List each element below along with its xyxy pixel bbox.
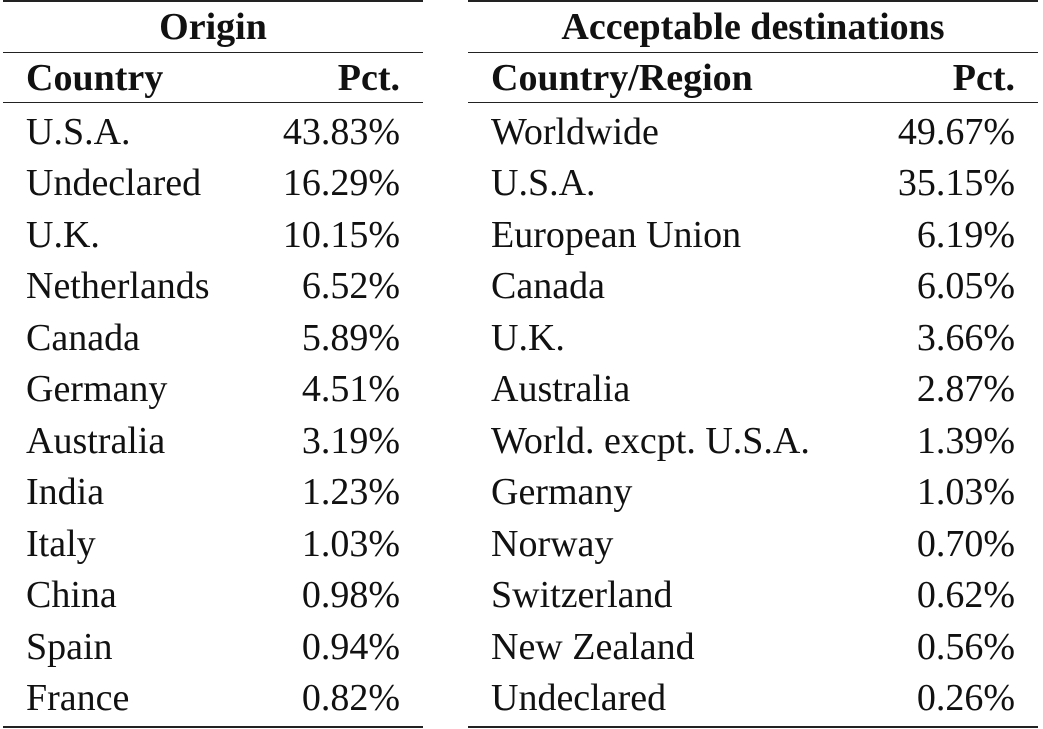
country-cell: France	[26, 677, 130, 720]
pct-cell: 1.23%	[301, 471, 400, 514]
table-row: India 1.23%	[3, 467, 423, 519]
table-row: New Zealand 0.56%	[468, 621, 1038, 673]
country-cell: Canada	[491, 265, 605, 308]
table-row: Germany 4.51%	[3, 364, 423, 416]
country-cell: U.K.	[26, 213, 100, 256]
origin-pct-header: Pct.	[337, 56, 400, 99]
table-row: France 0.82%	[3, 673, 423, 725]
pct-cell: 0.82%	[301, 677, 400, 720]
table-row: Canada 5.89%	[3, 312, 423, 364]
table-row: Australia 2.87%	[468, 364, 1038, 416]
bottom-rule	[468, 726, 1038, 728]
pct-cell: 1.03%	[301, 522, 400, 565]
table-row: Norway 0.70%	[468, 518, 1038, 570]
table-row: Switzerland 0.62%	[468, 570, 1038, 622]
country-cell: Norway	[491, 522, 614, 565]
pct-cell: 10.15%	[282, 213, 400, 256]
table-row: Canada 6.05%	[468, 261, 1038, 313]
table-row: U.K. 10.15%	[3, 209, 423, 261]
country-cell: Worldwide	[491, 110, 659, 153]
table-row: China 0.98%	[3, 570, 423, 622]
top-rule	[3, 0, 423, 2]
table-row: Australia 3.19%	[3, 415, 423, 467]
table-row: Netherlands 6.52%	[3, 261, 423, 313]
country-cell: Spain	[26, 625, 113, 668]
pct-cell: 0.62%	[916, 574, 1015, 617]
country-cell: Australia	[491, 368, 631, 411]
country-cell: Germany	[491, 471, 633, 514]
country-cell: India	[26, 471, 105, 514]
origin-title: Origin	[159, 6, 267, 48]
origin-table: Origin Country Pct. U.S.A. 43.83% Undeclar…	[3, 0, 423, 728]
country-cell: China	[26, 574, 117, 617]
header-rule	[468, 102, 1038, 103]
country-cell: Canada	[26, 316, 140, 359]
destinations-title: Acceptable destinations	[561, 6, 945, 48]
pct-cell: 6.19%	[916, 213, 1015, 256]
destinations-header-row: Country/Region Pct.	[468, 53, 1038, 102]
pct-cell: 1.03%	[916, 471, 1015, 514]
table-row: U.K. 3.66%	[468, 312, 1038, 364]
table-row: Worldwide 49.67%	[468, 106, 1038, 158]
country-cell: U.K.	[491, 316, 565, 359]
country-cell: Germany	[26, 368, 168, 411]
table-row: U.S.A. 43.83%	[3, 106, 423, 158]
destinations-pct-header: Pct.	[952, 56, 1015, 99]
pct-cell: 4.51%	[301, 368, 400, 411]
country-cell: Italy	[26, 522, 96, 565]
pct-cell: 2.87%	[916, 368, 1015, 411]
table-row: Italy 1.03%	[3, 518, 423, 570]
top-rule	[468, 0, 1038, 2]
country-cell: Switzerland	[491, 574, 673, 617]
pct-cell: 6.52%	[301, 265, 400, 308]
origin-country-header: Country	[26, 56, 164, 99]
pct-cell: 3.66%	[916, 316, 1015, 359]
table-row: World. excpt. U.S.A. 1.39%	[468, 415, 1038, 467]
country-cell: New Zealand	[491, 625, 695, 668]
pct-cell: 0.98%	[301, 574, 400, 617]
destinations-country-header: Country/Region	[491, 56, 753, 99]
table-row: European Union 6.19%	[468, 209, 1038, 261]
destinations-table: Acceptable destinations Country/Region P…	[468, 0, 1038, 728]
pct-cell: 49.67%	[897, 110, 1015, 153]
country-cell: U.S.A.	[26, 110, 131, 153]
pct-cell: 16.29%	[282, 162, 400, 205]
country-cell: Netherlands	[26, 265, 210, 308]
pct-cell: 0.70%	[916, 522, 1015, 565]
country-cell: Australia	[26, 419, 166, 462]
pct-cell: 5.89%	[301, 316, 400, 359]
origin-rows: U.S.A. 43.83% Undeclared 16.29% U.K. 10.15% Ne…	[3, 103, 423, 724]
table-row: Undeclared 0.26%	[468, 673, 1038, 725]
table-row: Spain 0.94%	[3, 621, 423, 673]
country-cell: European Union	[491, 213, 742, 256]
pct-cell: 35.15%	[897, 162, 1015, 205]
pct-cell: 6.05%	[916, 265, 1015, 308]
pct-cell: 0.26%	[916, 677, 1015, 720]
table-row: U.S.A. 35.15%	[468, 158, 1038, 210]
mid-rule	[468, 52, 1038, 53]
pct-cell: 0.94%	[301, 625, 400, 668]
header-rule	[3, 102, 423, 103]
country-cell: U.S.A.	[491, 162, 596, 205]
pct-cell: 1.39%	[916, 419, 1015, 462]
mid-rule	[3, 52, 423, 53]
pct-cell: 43.83%	[282, 110, 400, 153]
table-row: Germany 1.03%	[468, 467, 1038, 519]
table-row: Undeclared 16.29%	[3, 158, 423, 210]
country-cell: Undeclared	[26, 162, 202, 205]
country-cell: World. excpt. U.S.A.	[491, 419, 810, 462]
bottom-rule	[3, 726, 423, 728]
country-cell: Undeclared	[491, 677, 667, 720]
pct-cell: 0.56%	[916, 625, 1015, 668]
pct-cell: 3.19%	[301, 419, 400, 462]
destinations-rows: Worldwide 49.67% U.S.A. 35.15% European Unio…	[468, 103, 1038, 724]
origin-header-row: Country Pct.	[3, 53, 423, 102]
